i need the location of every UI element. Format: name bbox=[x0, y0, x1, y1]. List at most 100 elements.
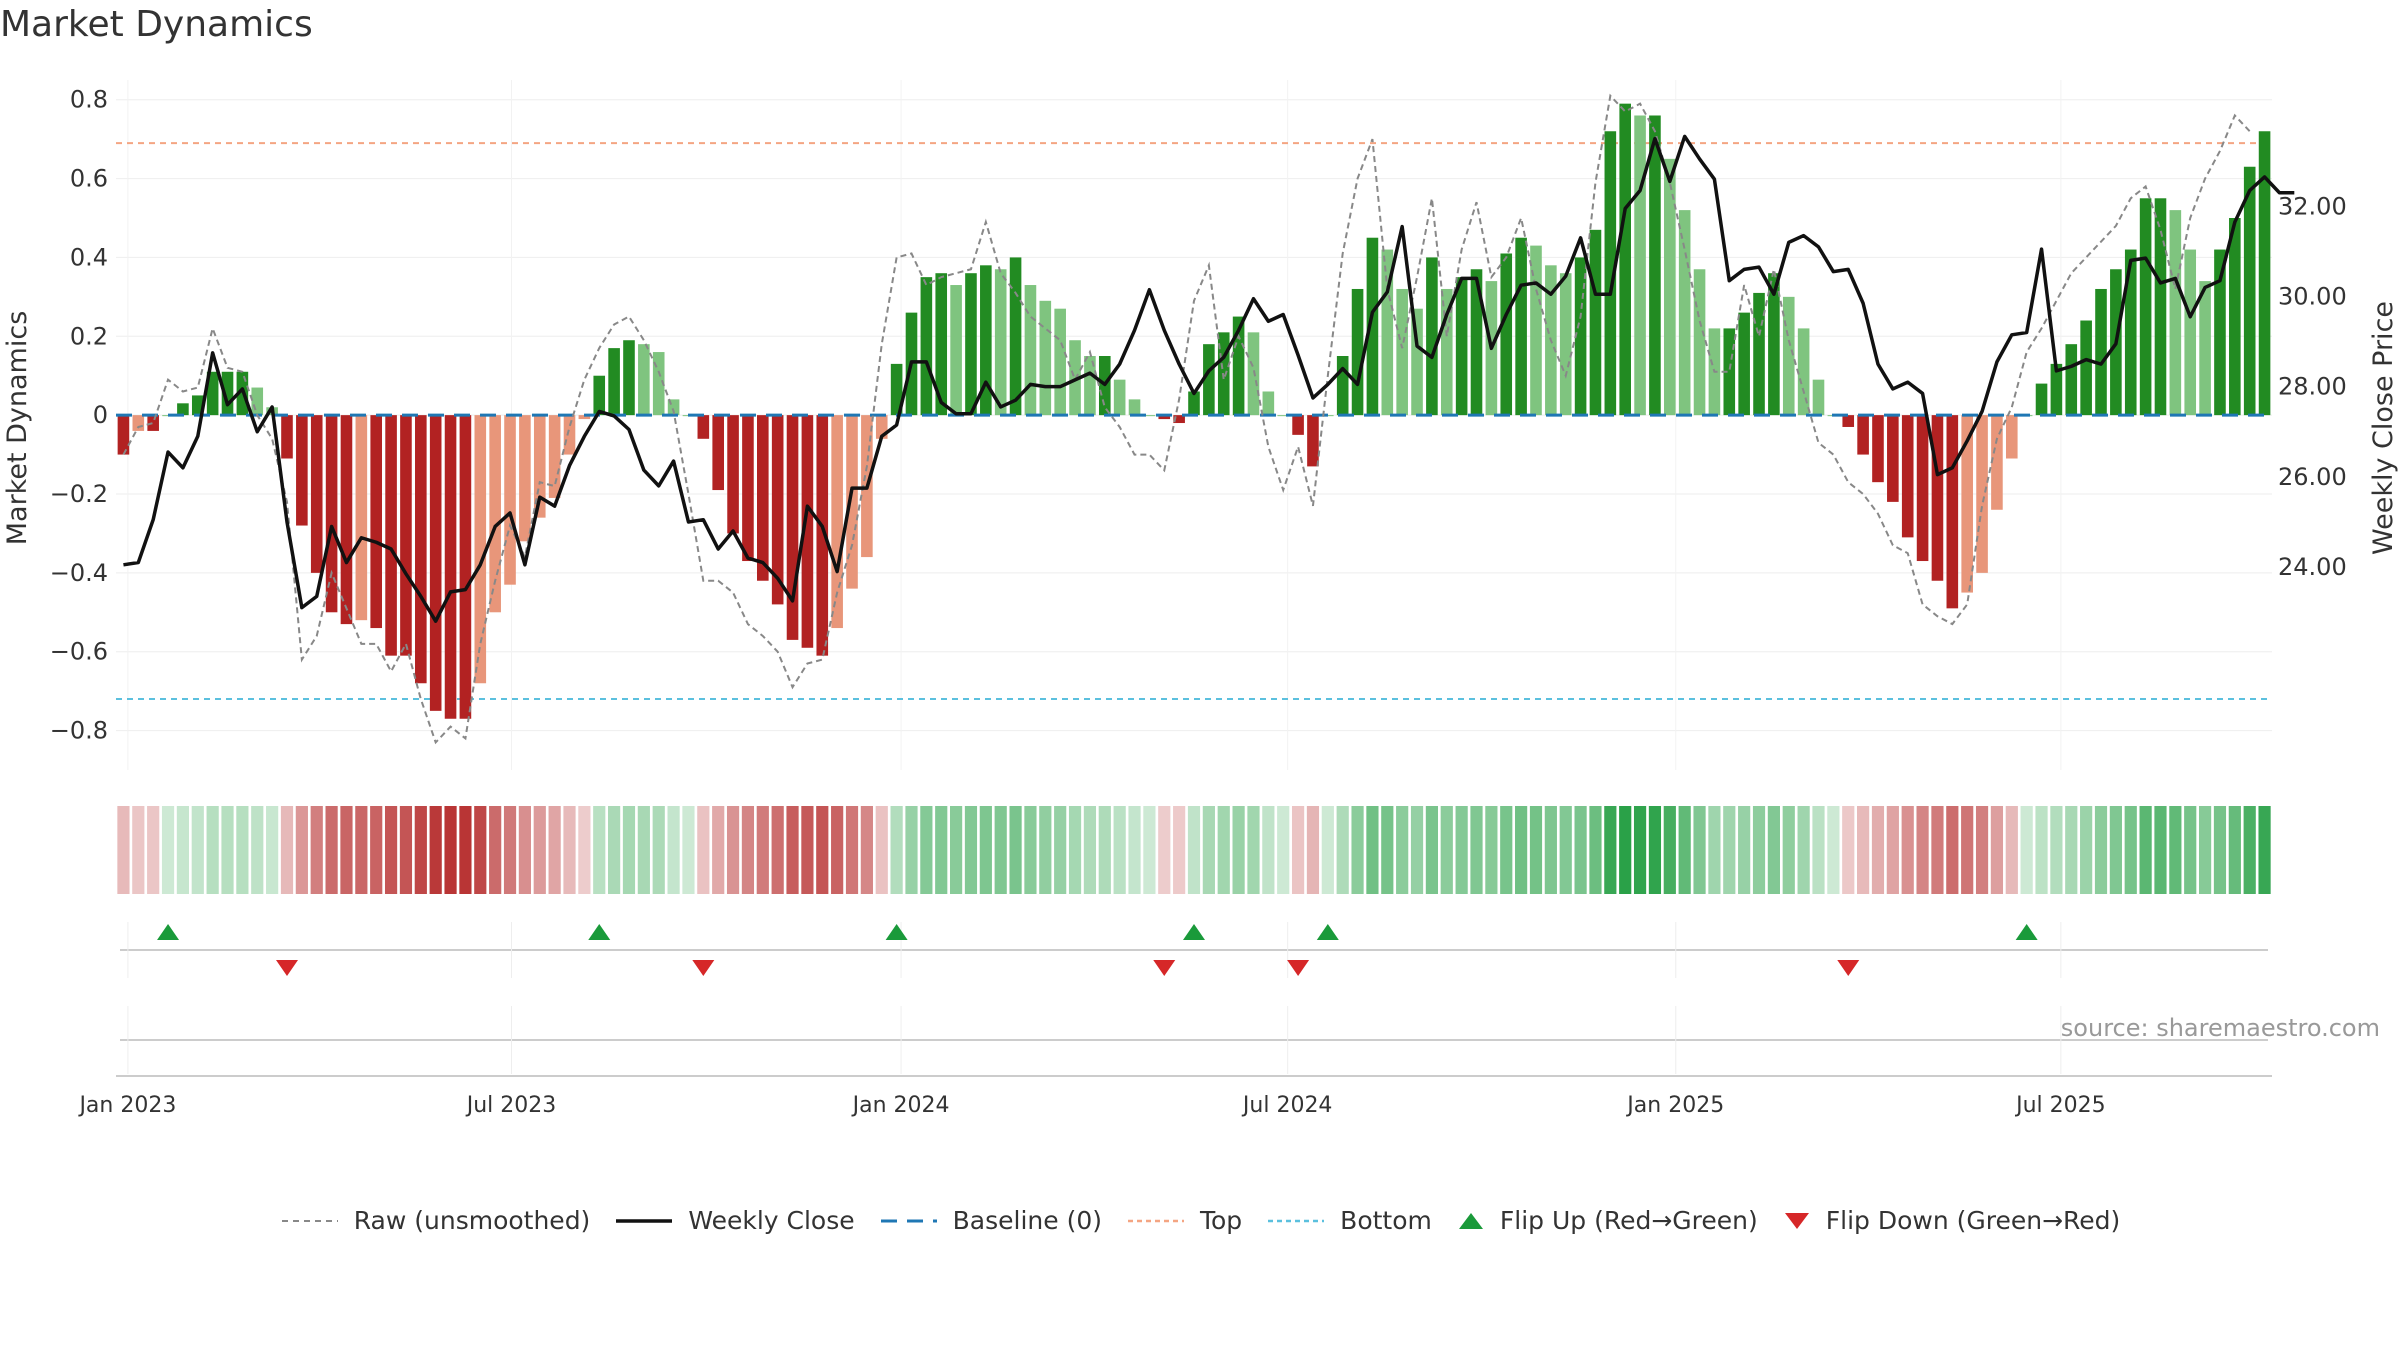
momentum-bar bbox=[1084, 356, 1096, 416]
momentum-bar bbox=[771, 415, 784, 605]
momentum-bar bbox=[831, 415, 843, 629]
y-left-tick-label: −0.4 bbox=[50, 559, 108, 587]
heat-strip-cell bbox=[578, 806, 591, 894]
momentum-bar bbox=[1634, 115, 1646, 416]
momentum-bar bbox=[1768, 273, 1780, 416]
heat-strip-cell bbox=[1604, 806, 1617, 894]
heat-strip-cell bbox=[563, 806, 576, 894]
momentum-bar bbox=[652, 352, 665, 416]
heat-strip-cell bbox=[697, 806, 710, 894]
heat-strip-cell bbox=[1648, 806, 1662, 894]
heat-strip-cell bbox=[771, 806, 784, 894]
heat-strip-cell bbox=[1098, 806, 1111, 894]
momentum-bar bbox=[2095, 288, 2107, 416]
momentum-bar bbox=[1440, 288, 1453, 416]
momentum-bar bbox=[177, 403, 189, 416]
momentum-bar bbox=[1753, 292, 1765, 416]
heat-strip-cell bbox=[1708, 806, 1721, 894]
legend-item-raw[interactable]: Raw (unsmoothed) bbox=[280, 1206, 591, 1235]
legend-item-top[interactable]: Top bbox=[1126, 1206, 1242, 1235]
momentum-bar bbox=[623, 340, 635, 416]
momentum-bar bbox=[1515, 237, 1527, 416]
heat-strip-cell bbox=[1901, 806, 1914, 894]
heat-strip-cell bbox=[979, 806, 992, 894]
x-tick-label: Jul 2023 bbox=[465, 1093, 557, 1118]
legend-item-bottom[interactable]: Bottom bbox=[1266, 1206, 1432, 1235]
legend-label-raw: Raw (unsmoothed) bbox=[353, 1206, 591, 1235]
heat-strip-cell bbox=[1217, 806, 1230, 894]
momentum-bar bbox=[1336, 356, 1349, 416]
heat-strip-cell bbox=[1515, 806, 1528, 894]
momentum-bar bbox=[340, 415, 353, 625]
momentum-bar bbox=[533, 415, 546, 518]
momentum-bar bbox=[2080, 320, 2092, 416]
heat-strip-cell bbox=[801, 806, 814, 894]
heat-strip-cell bbox=[503, 806, 517, 894]
heat-strip-cell bbox=[1619, 806, 1632, 894]
heat-strip-cell bbox=[920, 806, 933, 894]
heat-strip-cell bbox=[444, 806, 457, 894]
momentum-bar bbox=[1797, 328, 1810, 416]
momentum-bar bbox=[474, 415, 487, 684]
heat-strip-cell bbox=[1232, 806, 1245, 894]
momentum-bar bbox=[1723, 328, 1736, 416]
momentum-bar bbox=[1738, 312, 1750, 416]
legend-item-close[interactable]: Weekly Close bbox=[614, 1206, 855, 1235]
heat-strip-cell bbox=[1857, 806, 1870, 894]
momentum-bar bbox=[1664, 158, 1676, 416]
momentum-bar bbox=[757, 415, 769, 581]
momentum-bar bbox=[1678, 210, 1691, 416]
heat-strip-cell bbox=[741, 806, 755, 894]
momentum-bar bbox=[1872, 415, 1884, 483]
heat-strip-cell bbox=[266, 806, 279, 894]
heat-strip-cell bbox=[221, 806, 234, 894]
momentum-bar bbox=[2184, 249, 2197, 416]
heat-strip-cell bbox=[2094, 806, 2108, 894]
momentum-bar bbox=[1054, 308, 1066, 416]
heat-strip-cell bbox=[1143, 806, 1156, 894]
y-left-tick-label: 0.8 bbox=[70, 86, 108, 114]
raw-series-line bbox=[122, 93, 2251, 745]
momentum-bar bbox=[1173, 415, 1185, 424]
heat-strip-cell bbox=[280, 806, 294, 894]
momentum-bar bbox=[385, 415, 397, 656]
heat-strip-cell bbox=[2258, 806, 2271, 894]
chart-title: Market Dynamics bbox=[0, 4, 313, 45]
heat-strip-cell bbox=[1693, 806, 1706, 894]
momentum-bar bbox=[519, 415, 531, 542]
momentum-bar bbox=[1574, 257, 1587, 416]
momentum-bar bbox=[1277, 415, 1290, 417]
heat-strip-cell bbox=[831, 806, 844, 894]
flip-down-marker bbox=[1837, 960, 1860, 976]
momentum-bar bbox=[875, 415, 888, 439]
heat-strip-cell bbox=[786, 806, 799, 894]
legend-item-flip-down[interactable]: Flip Down (Green→Red) bbox=[1782, 1206, 2120, 1235]
legend-close-swatch bbox=[616, 1218, 673, 1223]
momentum-bar bbox=[965, 273, 977, 416]
heat-strip-cell bbox=[1529, 806, 1543, 894]
heat-strip-cell bbox=[652, 806, 665, 894]
momentum-bar bbox=[459, 415, 472, 719]
momentum-bar bbox=[2124, 249, 2137, 416]
momentum-bar bbox=[489, 415, 501, 613]
flip-up-marker bbox=[1316, 924, 1339, 940]
legend-label-baseline: Baseline (0) bbox=[952, 1206, 1102, 1235]
heat-strip-cell bbox=[459, 806, 472, 894]
heat-strip-cell bbox=[890, 806, 903, 894]
heat-strip-cell bbox=[147, 806, 160, 894]
momentum-bar bbox=[1782, 296, 1795, 416]
heat-strip-cell bbox=[1663, 806, 1676, 894]
momentum-bar bbox=[1158, 415, 1171, 420]
legend-item-baseline[interactable]: Baseline (0) bbox=[879, 1206, 1102, 1235]
momentum-bar bbox=[801, 415, 814, 648]
heat-strip-cell bbox=[950, 806, 963, 894]
heat-strip-cell bbox=[1782, 806, 1795, 894]
legend-item-flip-up[interactable]: Flip Up (Red→Green) bbox=[1456, 1206, 1758, 1235]
heat-strip-cell bbox=[1767, 806, 1780, 894]
heat-strip-cell bbox=[1054, 806, 1067, 894]
momentum-bar bbox=[2065, 344, 2078, 416]
momentum-bar bbox=[2139, 198, 2152, 416]
heat-strip-cell bbox=[117, 806, 130, 894]
heat-strip-cell bbox=[1202, 806, 1215, 894]
momentum-bar bbox=[950, 285, 962, 416]
